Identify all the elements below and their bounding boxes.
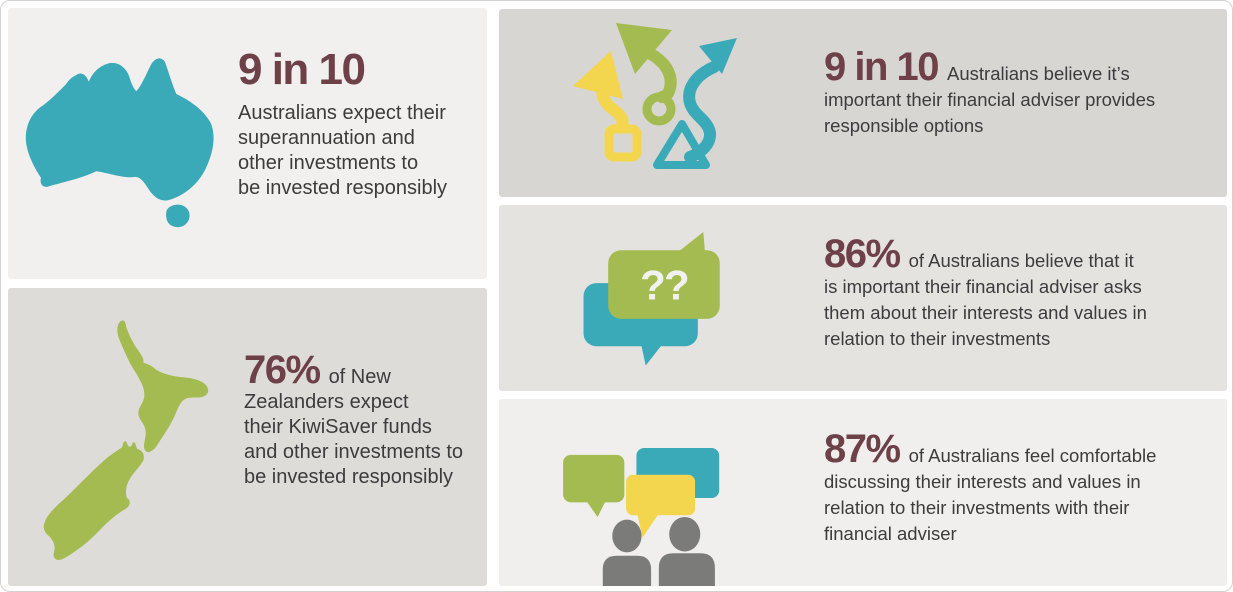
yellow-speech-bubble xyxy=(626,474,696,516)
panel-adviser-responsible-options: 9 in 10 Australians believe it’s importan… xyxy=(499,9,1227,197)
stat-description: Australians believe it’s important their… xyxy=(824,63,1156,136)
stat-description: of Australians believe that it is import… xyxy=(824,250,1147,349)
stat-line: 87% of Australians feel comfortable discu… xyxy=(824,429,1214,547)
green-arrow-tail xyxy=(643,47,677,103)
stat-line: 86% of Australians believe that it is imp… xyxy=(824,234,1214,352)
stat-description: of New Zealanders expect their KiwiSaver… xyxy=(244,366,464,488)
panel-comfortable-discussing: 87% of Australians feel comfortable discu… xyxy=(499,399,1227,586)
green-bubble-tail xyxy=(676,231,706,254)
stat-line: 9 in 10 Australians believe it’s importan… xyxy=(824,47,1214,139)
teal-arrow-tail xyxy=(683,61,720,163)
green-bubble-tail xyxy=(585,499,607,517)
stat-value: 87% xyxy=(824,427,901,471)
green-arrow-head xyxy=(616,23,672,74)
yellow-bubble-tail xyxy=(637,513,659,538)
teal-arrow-triangle xyxy=(653,120,710,169)
stat-value: 9 in 10 xyxy=(238,45,366,94)
stat-line: 76% of New Zealanders expect their KiwiSa… xyxy=(244,350,479,490)
teal-arrow-head xyxy=(699,38,737,74)
stat-description: Australians expect their superannuation … xyxy=(238,102,448,199)
choice-arrows-icon xyxy=(573,23,737,169)
panel-new-zealand-kiwisaver: 76% of New Zealanders expect their KiwiSa… xyxy=(8,288,487,586)
green-speech-bubble xyxy=(563,454,625,503)
stat-value: 9 in 10 xyxy=(824,45,940,89)
green-speech-bubble xyxy=(608,250,720,319)
person-left-head xyxy=(612,519,642,553)
person-right-head xyxy=(669,516,701,552)
people-conversation-icon xyxy=(563,447,720,586)
panel-australia-superannuation: 9 in 10 Australians expect their superan… xyxy=(8,8,487,279)
australia-mainland-shape xyxy=(25,58,214,201)
stat-value: 76% xyxy=(244,348,321,392)
australia-map-icon xyxy=(25,58,214,228)
person-right-body xyxy=(658,553,715,586)
yellow-arrow-head xyxy=(573,51,623,99)
panel-adviser-asks-values: ?? 86% of Australians believe that it is … xyxy=(499,205,1227,391)
teal-bubble-tail xyxy=(640,339,666,366)
question-marks-label: ?? xyxy=(640,262,688,309)
south-island-shape xyxy=(43,441,144,560)
north-island-shape xyxy=(117,320,209,453)
yellow-arrow-square xyxy=(604,124,642,162)
person-left-body xyxy=(602,555,652,586)
tasmania-shape xyxy=(166,204,190,228)
stat-description: of Australians feel comfortable discussi… xyxy=(824,445,1157,544)
stat-value: 86% xyxy=(824,232,901,276)
new-zealand-map-icon xyxy=(43,320,209,560)
question-speech-bubbles-icon: ?? xyxy=(583,231,720,366)
